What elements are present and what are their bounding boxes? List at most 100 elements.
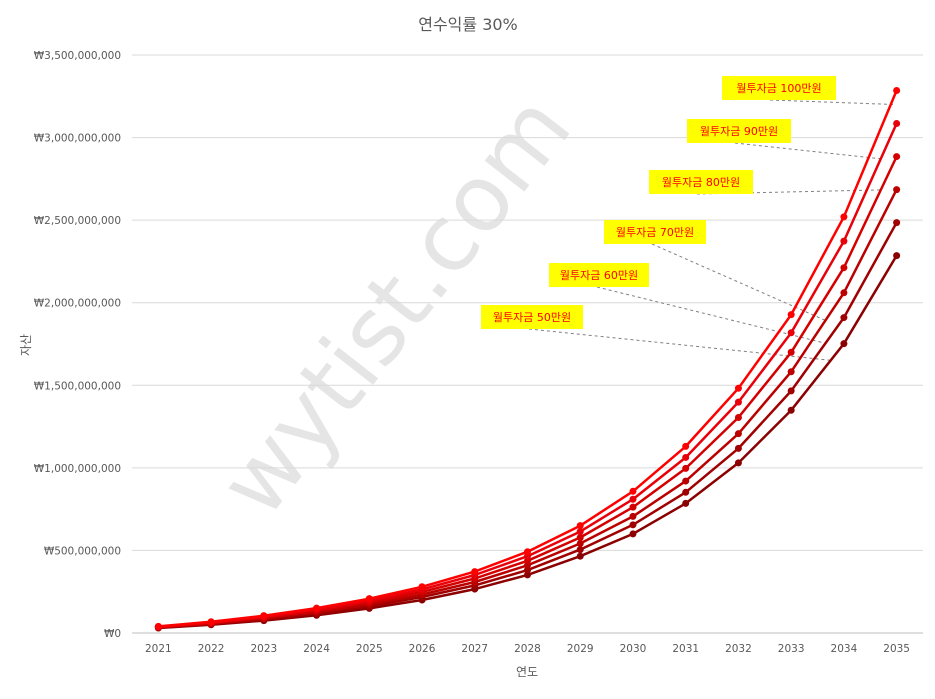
data-point: [682, 442, 690, 450]
data-point: [787, 368, 795, 376]
x-tick-label: 2028: [514, 643, 541, 655]
x-tick-label: 2035: [883, 643, 910, 655]
annotation-label: 월투자금 90만원: [700, 125, 778, 138]
annotation-callout: 월투자금 80만원: [649, 170, 753, 194]
x-tick-label: 2030: [620, 643, 647, 655]
data-point: [734, 413, 742, 421]
data-point: [840, 289, 848, 297]
data-point: [207, 618, 215, 626]
y-axis-label: 자산: [19, 334, 33, 356]
x-tick-label: 2032: [725, 643, 752, 655]
data-point: [576, 546, 584, 554]
y-tick-label: ₩2,000,000,000: [34, 298, 121, 310]
data-point: [893, 252, 901, 260]
data-point: [840, 264, 848, 272]
data-point: [576, 528, 584, 536]
data-point: [787, 329, 795, 337]
data-point: [893, 87, 901, 95]
y-tick-label: ₩500,000,000: [44, 545, 121, 557]
y-tick-label: ₩1,000,000,000: [34, 463, 121, 475]
annotation-leader: [769, 99, 894, 106]
data-point: [787, 406, 795, 414]
annotation-box: [481, 305, 583, 329]
x-tick-label: 2025: [356, 643, 383, 655]
data-point: [418, 583, 426, 591]
data-point: [734, 444, 742, 452]
data-point: [629, 521, 637, 529]
data-point: [840, 340, 848, 348]
annotation-leader: [528, 328, 831, 361]
data-point: [576, 534, 584, 542]
data-point: [576, 522, 584, 530]
series-group: [154, 87, 901, 630]
data-point: [787, 311, 795, 319]
y-tick-label: ₩2,500,000,000: [34, 215, 121, 227]
data-point: [365, 595, 373, 603]
annotation-callout: 월투자금 70만원: [604, 220, 706, 244]
x-tick-label: 2026: [409, 643, 436, 655]
data-point: [524, 566, 531, 574]
annotation-leader: [734, 142, 881, 160]
annotation-callout: 월투자금 90만원: [687, 119, 791, 143]
data-point: [524, 571, 531, 579]
data-point: [313, 604, 321, 612]
data-point: [893, 120, 901, 128]
data-point: [682, 499, 690, 507]
data-point: [682, 477, 690, 485]
data-point: [576, 552, 584, 560]
annotation-label: 월투자금 80만원: [662, 176, 740, 189]
x-tick-label: 2027: [461, 643, 488, 655]
data-point: [471, 568, 479, 576]
x-tick-label: 2034: [831, 643, 858, 655]
annotation-label: 월투자금 60만원: [560, 269, 638, 282]
data-point: [629, 530, 637, 538]
annotation-label: 월투자금 100만원: [736, 82, 821, 95]
data-point: [629, 512, 637, 520]
data-point: [629, 495, 637, 503]
x-tick-label: 2023: [250, 643, 277, 655]
annotation-label: 월투자금 70만원: [616, 226, 694, 239]
data-point: [840, 213, 848, 221]
x-tick-label: 2029: [567, 643, 594, 655]
annotation-box: [722, 76, 836, 100]
data-point: [893, 186, 901, 194]
chart-title: 연수익률 30%: [418, 15, 518, 34]
annotation-box: [649, 170, 753, 194]
data-point: [734, 384, 742, 392]
x-axis-label: 연도: [516, 665, 538, 679]
data-point: [893, 219, 901, 227]
data-point: [154, 622, 162, 630]
annotation-callout: 월투자금 100만원: [722, 76, 836, 100]
annotation-box: [687, 119, 791, 143]
data-point: [629, 503, 637, 511]
data-point: [682, 488, 690, 496]
data-point: [260, 612, 268, 620]
y-tick-label: ₩3,500,000,000: [34, 50, 121, 62]
data-point: [629, 487, 637, 495]
annotation-box: [604, 220, 706, 244]
x-tick-label: 2022: [198, 643, 225, 655]
data-point: [787, 387, 795, 395]
annotation-label: 월투자금 50만원: [493, 311, 571, 324]
annotation-callout: 월투자금 60만원: [549, 263, 649, 287]
x-tick-label: 2021: [145, 643, 172, 655]
annotation-callout: 월투자금 50만원: [481, 305, 583, 329]
data-point: [576, 539, 584, 547]
x-tick-label: 2033: [778, 643, 805, 655]
y-tick-label: ₩1,500,000,000: [34, 380, 121, 392]
annotation-leader: [651, 243, 826, 321]
data-point: [840, 237, 848, 245]
annotation-box: [549, 263, 649, 287]
data-point: [734, 459, 742, 467]
x-tick-label: 2024: [303, 643, 330, 655]
data-point: [734, 398, 742, 406]
x-tick-label: 2031: [672, 643, 699, 655]
data-point: [682, 464, 690, 472]
data-point: [787, 348, 795, 356]
data-point: [734, 430, 742, 438]
y-tick-label: ₩3,000,000,000: [34, 133, 121, 145]
data-point: [893, 153, 901, 161]
data-point: [840, 314, 848, 322]
